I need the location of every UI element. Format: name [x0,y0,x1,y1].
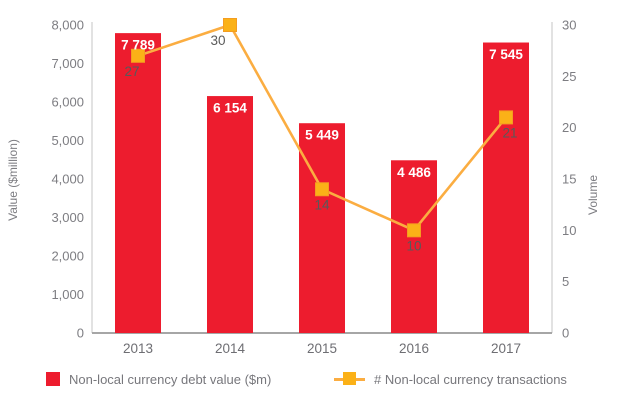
bar-series-legend-label: Non-local currency debt value ($m) [69,371,272,387]
line-series-legend-label: # Non-local currency transactions [374,371,567,387]
left-axis-tick-label: 2,000 [51,249,84,264]
line-legend-marker-icon [343,372,356,385]
left-axis-tick-label: 5,000 [51,133,84,148]
bar-2014 [207,96,253,333]
right-axis-tick-label: 20 [562,120,576,135]
left-axis-tick-label: 3,000 [51,210,84,225]
legend-item-line-series: # Non-local currency transactions [334,364,567,394]
line-marker-2016 [407,223,421,238]
bar-2013 [115,33,161,333]
line-value-label: 10 [406,238,421,253]
x-axis-category-label: 2014 [215,341,246,356]
line-marker-2014 [223,18,237,32]
right-axis-tick-label: 10 [562,223,576,238]
right-axis-title: Volume [586,175,600,215]
chart-legend: Non-local currency debt value ($m) # Non… [0,364,640,396]
right-axis-tick-label: 25 [562,69,576,84]
x-axis-category-label: 2017 [491,341,521,356]
line-marker-2017 [499,110,513,125]
x-axis-category-label: 2013 [123,341,153,356]
left-axis-tick-label: 4,000 [51,172,84,187]
bar-value-label: 6 154 [213,101,247,116]
bar-series-swatch [46,372,60,386]
line-value-label: 30 [210,33,225,48]
x-axis-category-label: 2016 [399,341,429,356]
bar-value-label: 4 486 [397,165,431,180]
x-axis-category-label: 2015 [307,341,337,356]
right-axis-tick-label: 0 [562,326,569,341]
left-axis-tick-label: 0 [77,326,84,341]
right-axis-tick-label: 15 [562,172,576,187]
line-value-label: 14 [314,197,330,212]
line-series-swatch [334,372,365,386]
chart-canvas: 0 1,000 2,000 3,000 4,000 5,000 6,000 7,000 8,00… [6,18,600,357]
line-marker-2015 [315,182,329,197]
bar-value-label: 7 545 [489,47,523,62]
left-axis-tick-label: 8,000 [51,18,84,33]
bar-value-label: 7 789 [121,38,155,53]
left-axis-tick-label: 1,000 [51,287,84,302]
bar-2016 [391,160,437,333]
left-axis-tick-label: 7,000 [51,56,84,71]
bar-2015 [299,123,345,333]
line-value-label: 27 [124,64,139,79]
left-axis-tick-label: 6,000 [51,95,84,110]
line-marker-2013 [131,48,145,63]
right-axis-tick-label: 30 [562,18,576,33]
bar-value-label: 5 449 [305,128,339,143]
left-axis-title: Value ($million) [6,139,20,221]
bar-2017 [483,42,529,334]
right-axis-tick-label: 5 [562,274,569,289]
line-value-label: 21 [502,125,517,140]
legend-item-bar-series: Non-local currency debt value ($m) [46,364,271,394]
